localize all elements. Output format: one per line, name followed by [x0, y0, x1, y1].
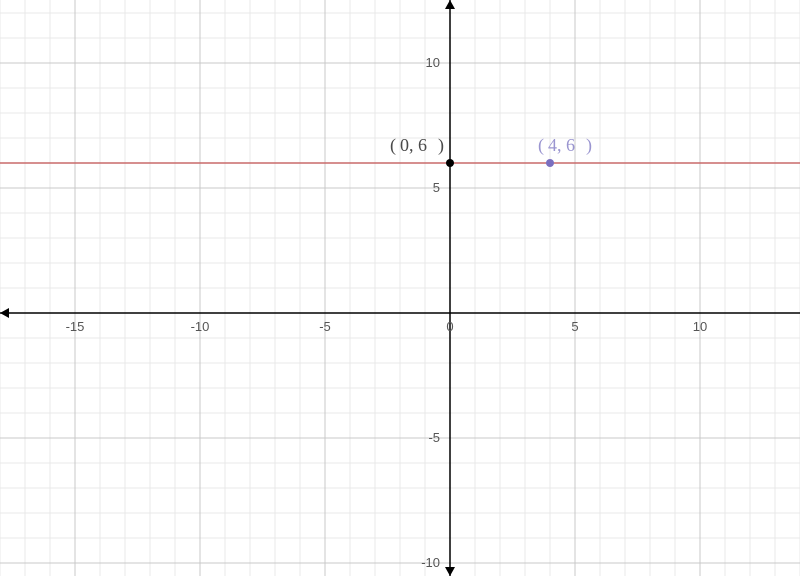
- chart-svg: -15 -10 -5 0 5 10 -10 -5 5 10 (0, 6) (4, 6): [0, 0, 800, 576]
- plot-point-0: [446, 159, 454, 167]
- y-tick-label: -5: [428, 430, 440, 445]
- svg-text:(: (: [538, 135, 544, 156]
- x-tick-label: 10: [693, 319, 707, 334]
- x-tick-label: -5: [319, 319, 331, 334]
- x-tick-label: 5: [571, 319, 578, 334]
- x-tick-label: -10: [191, 319, 210, 334]
- y-tick-label: -10: [421, 555, 440, 570]
- plot-point-1: [546, 159, 554, 167]
- svg-text:): ): [586, 135, 592, 156]
- svg-text:): ): [438, 135, 444, 156]
- coordinate-plane: -15 -10 -5 0 5 10 -10 -5 5 10 (0, 6) (4, 6): [0, 0, 800, 576]
- svg-text:4, 6: 4, 6: [548, 135, 575, 155]
- arrow-down-icon: [445, 567, 455, 576]
- svg-text:(: (: [390, 135, 396, 156]
- x-tick-label: 0: [446, 319, 453, 334]
- minor-grid: [0, 0, 800, 576]
- y-tick-label: 5: [433, 180, 440, 195]
- arrow-up-icon: [445, 0, 455, 9]
- arrow-left-icon: [0, 308, 9, 318]
- svg-text:0, 6: 0, 6: [400, 135, 427, 155]
- x-tick-label: -15: [66, 319, 85, 334]
- y-tick-label: 10: [426, 55, 440, 70]
